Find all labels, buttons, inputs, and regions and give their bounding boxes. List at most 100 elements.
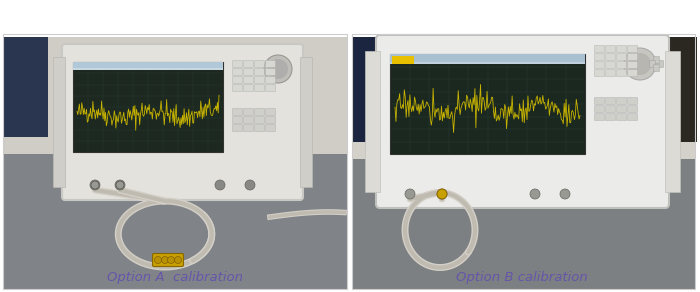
Bar — [300, 57, 312, 187]
FancyBboxPatch shape — [627, 105, 638, 112]
FancyBboxPatch shape — [255, 69, 265, 76]
FancyBboxPatch shape — [255, 60, 265, 67]
Bar — [352, 34, 695, 289]
FancyBboxPatch shape — [265, 77, 276, 84]
FancyBboxPatch shape — [650, 60, 655, 67]
FancyBboxPatch shape — [606, 69, 615, 77]
Circle shape — [437, 189, 447, 199]
FancyBboxPatch shape — [153, 253, 183, 267]
FancyBboxPatch shape — [232, 84, 242, 91]
Text: Option B calibration: Option B calibration — [456, 271, 588, 284]
FancyBboxPatch shape — [594, 46, 605, 53]
Circle shape — [115, 180, 125, 190]
Bar — [3, 34, 347, 289]
Circle shape — [215, 180, 225, 190]
FancyBboxPatch shape — [617, 53, 626, 60]
FancyBboxPatch shape — [244, 84, 253, 91]
FancyBboxPatch shape — [594, 62, 605, 69]
Bar — [390, 54, 585, 62]
FancyBboxPatch shape — [617, 46, 626, 53]
FancyBboxPatch shape — [617, 69, 626, 77]
Bar — [3, 154, 347, 289]
FancyBboxPatch shape — [627, 98, 638, 105]
FancyBboxPatch shape — [265, 124, 276, 131]
FancyBboxPatch shape — [265, 69, 276, 76]
Circle shape — [155, 256, 162, 263]
FancyBboxPatch shape — [594, 114, 605, 121]
Bar — [632, 37, 697, 142]
Circle shape — [167, 256, 174, 263]
FancyBboxPatch shape — [654, 65, 659, 72]
FancyBboxPatch shape — [606, 114, 615, 121]
FancyBboxPatch shape — [627, 46, 638, 53]
Bar — [3, 37, 347, 162]
Bar — [390, 54, 585, 64]
FancyBboxPatch shape — [606, 105, 615, 112]
FancyBboxPatch shape — [232, 69, 242, 76]
FancyBboxPatch shape — [617, 62, 626, 69]
Bar — [3, 154, 123, 172]
FancyBboxPatch shape — [617, 98, 626, 105]
Circle shape — [116, 181, 124, 189]
FancyBboxPatch shape — [594, 98, 605, 105]
Bar — [352, 37, 412, 142]
FancyBboxPatch shape — [232, 77, 242, 84]
FancyBboxPatch shape — [244, 124, 253, 131]
FancyBboxPatch shape — [265, 109, 276, 116]
FancyBboxPatch shape — [255, 84, 265, 91]
FancyBboxPatch shape — [606, 46, 615, 53]
FancyBboxPatch shape — [244, 69, 253, 76]
FancyBboxPatch shape — [606, 53, 615, 60]
Circle shape — [264, 55, 292, 83]
Circle shape — [437, 189, 447, 199]
FancyBboxPatch shape — [606, 62, 615, 69]
FancyBboxPatch shape — [265, 84, 276, 91]
FancyBboxPatch shape — [627, 69, 638, 77]
Circle shape — [245, 180, 255, 190]
Circle shape — [162, 256, 169, 263]
Circle shape — [624, 48, 656, 80]
FancyBboxPatch shape — [255, 124, 265, 131]
Bar — [352, 159, 695, 177]
FancyBboxPatch shape — [244, 77, 253, 84]
Circle shape — [174, 256, 181, 263]
Bar — [73, 62, 223, 152]
FancyBboxPatch shape — [594, 53, 605, 60]
FancyBboxPatch shape — [232, 60, 242, 67]
Bar — [665, 51, 680, 192]
FancyBboxPatch shape — [232, 109, 242, 116]
Bar — [352, 37, 695, 167]
Bar — [53, 57, 65, 187]
FancyBboxPatch shape — [255, 117, 265, 124]
FancyBboxPatch shape — [232, 117, 242, 124]
Circle shape — [91, 181, 99, 189]
FancyBboxPatch shape — [627, 53, 638, 60]
FancyBboxPatch shape — [594, 105, 605, 112]
FancyBboxPatch shape — [244, 60, 253, 67]
FancyBboxPatch shape — [606, 98, 615, 105]
FancyBboxPatch shape — [265, 117, 276, 124]
Bar — [365, 51, 380, 192]
Circle shape — [90, 180, 100, 190]
FancyBboxPatch shape — [244, 109, 253, 116]
FancyBboxPatch shape — [594, 69, 605, 77]
FancyBboxPatch shape — [376, 35, 669, 208]
FancyBboxPatch shape — [627, 62, 638, 69]
FancyBboxPatch shape — [255, 77, 265, 84]
Bar — [3, 154, 347, 172]
Circle shape — [560, 189, 570, 199]
Text: Option A  calibration: Option A calibration — [107, 271, 243, 284]
FancyBboxPatch shape — [244, 117, 253, 124]
FancyBboxPatch shape — [617, 114, 626, 121]
Circle shape — [530, 189, 540, 199]
FancyBboxPatch shape — [627, 114, 638, 121]
FancyBboxPatch shape — [255, 109, 265, 116]
Bar — [352, 159, 695, 289]
Bar — [73, 62, 223, 68]
FancyBboxPatch shape — [232, 124, 242, 131]
FancyBboxPatch shape — [265, 60, 276, 67]
FancyBboxPatch shape — [62, 44, 303, 200]
Circle shape — [629, 53, 651, 75]
Bar — [392, 56, 414, 64]
FancyBboxPatch shape — [654, 56, 659, 63]
